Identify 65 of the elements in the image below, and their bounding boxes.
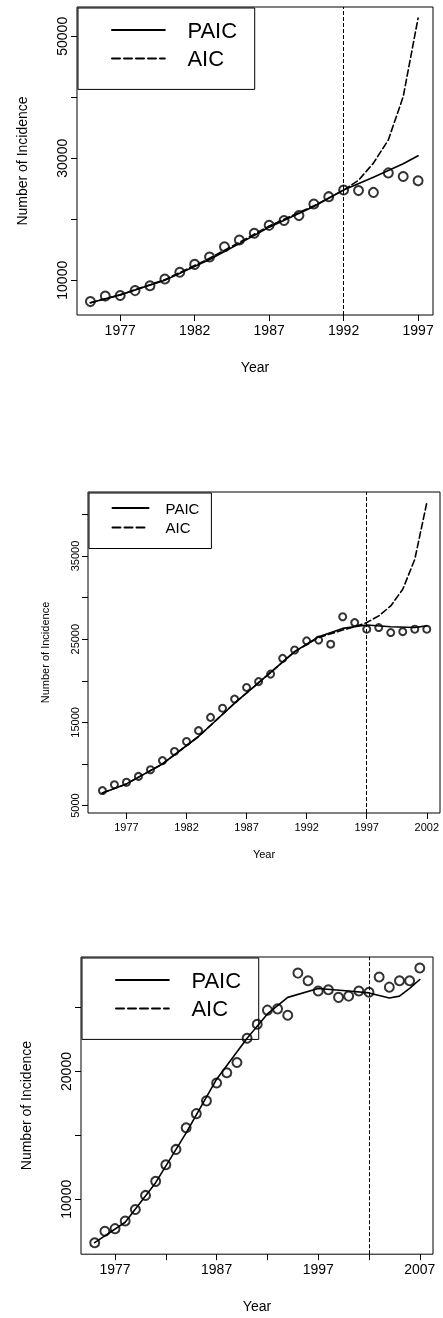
point [194,726,204,736]
point [404,975,416,987]
y-tick-label: 35000 [68,540,81,572]
y-tick-label: 20000 [58,1051,74,1091]
point [221,1067,233,1079]
point [367,186,379,198]
point [343,990,355,1002]
point [397,171,409,183]
x-tick-label: 1977 [114,820,139,833]
y-tick-label: 30000 [54,138,70,178]
point [326,639,336,649]
x-tick-label: 1982 [174,820,199,833]
point [398,627,408,637]
y-axis-title: Number of Incidence [18,1040,35,1171]
legend-label: AIC [187,46,225,72]
legend-label: PAIC [187,17,238,43]
y-tick-label: 5000 [68,793,81,818]
legend-label: PAIC [191,967,242,993]
legend-label: AIC [165,519,191,536]
point [353,185,365,197]
x-tick-label: 1997 [302,1261,334,1278]
y-tick-label: 10000 [54,260,70,300]
y-tick-label: 50000 [54,16,70,56]
x-tick-label: 1992 [328,322,360,338]
x-axis-title: Year [242,1298,272,1314]
point [412,175,424,187]
point [350,618,360,628]
x-tick-label: 1987 [253,322,285,338]
y-tick-label: 15000 [68,707,81,738]
x-tick-label: 1997 [354,820,379,833]
y-tick-label: 25000 [68,623,81,655]
x-axis-title: Year [252,847,276,860]
point [218,703,228,713]
legend-label: AIC [191,996,229,1022]
point [206,712,216,722]
point [182,736,192,746]
x-tick-label: 1992 [294,820,319,833]
point [386,628,396,638]
point [338,612,348,622]
x-tick-label: 1977 [99,1261,131,1278]
point [231,1057,243,1069]
legend-label: PAIC [165,499,200,517]
y-axis-title: Number of Incidence [14,96,31,226]
point [414,962,426,974]
point [89,1237,101,1249]
point [282,1009,294,1021]
point [373,971,385,983]
x-axis-title: Year [240,358,270,375]
point [393,975,405,987]
point [109,780,119,790]
point [242,682,252,692]
x-tick-label: 1987 [234,820,259,833]
y-tick-label: 10000 [58,1179,74,1219]
x-tick-label: 2007 [404,1261,436,1278]
point [383,981,395,993]
y-axis-title: Number of Incidence [39,601,52,704]
x-tick-label: 1977 [104,322,136,338]
x-tick-label: 1987 [201,1261,233,1278]
x-tick-label: 1982 [179,322,211,338]
point [422,624,432,634]
point [333,991,345,1003]
point [292,967,304,979]
x-tick-label: 1997 [402,322,434,338]
point [302,975,314,987]
x-tick-label: 2002 [414,820,440,833]
